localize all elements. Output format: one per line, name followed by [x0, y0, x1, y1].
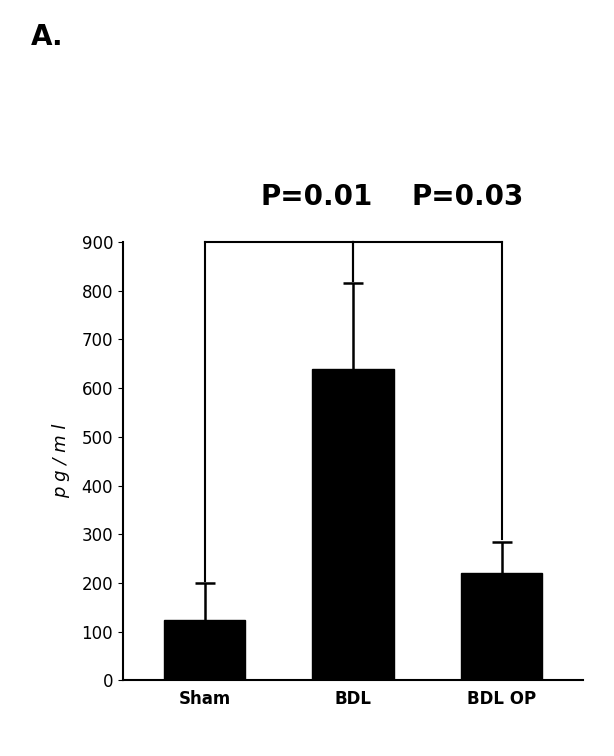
Text: A.: A. [31, 23, 63, 51]
Y-axis label: p g / m l: p g / m l [52, 424, 71, 498]
Text: P=0.01: P=0.01 [260, 183, 372, 211]
Bar [312, 369, 394, 680]
Text: P=0.03: P=0.03 [412, 183, 524, 211]
Bar [164, 619, 246, 680]
Bar [460, 573, 542, 680]
